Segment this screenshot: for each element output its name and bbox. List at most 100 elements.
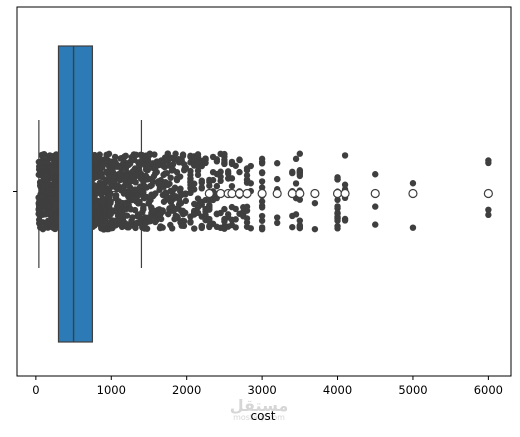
x-tick-label: 5000	[398, 383, 427, 397]
strip-point	[292, 180, 300, 187]
strip-point	[159, 224, 166, 231]
strip-point	[180, 222, 188, 230]
strip-point	[258, 212, 266, 220]
strip-point	[228, 175, 236, 182]
strip-point	[372, 171, 379, 178]
strip-point	[273, 219, 281, 227]
strip-point	[258, 217, 266, 224]
strip-point	[166, 180, 173, 187]
strip-point	[292, 155, 300, 163]
strip-point	[217, 168, 224, 175]
strip-point	[174, 214, 181, 222]
strip-point	[182, 164, 190, 171]
watermark-sub: mostaql.com	[233, 413, 285, 422]
strip-point	[44, 224, 52, 231]
strip-point	[485, 206, 492, 214]
strip-point	[221, 150, 228, 158]
strip-point	[191, 225, 198, 232]
strip-point	[171, 185, 178, 192]
flier-layer	[204, 188, 493, 199]
strip-point	[172, 150, 179, 157]
strip-point	[198, 177, 205, 184]
strip-point	[273, 160, 281, 167]
strip-point	[232, 216, 239, 223]
strip-point	[217, 173, 224, 180]
strip-point	[112, 222, 120, 229]
flier-point	[257, 188, 267, 199]
strip-point	[182, 190, 189, 197]
strip-point	[149, 178, 157, 185]
strip-point	[133, 151, 140, 159]
strip-point	[213, 182, 221, 190]
strip-point	[292, 211, 300, 218]
strip-point	[173, 169, 181, 176]
x-tick-label: 3000	[247, 383, 276, 397]
strip-point	[187, 218, 194, 225]
strip-point	[247, 162, 255, 170]
strip-point	[191, 186, 198, 193]
strip-point	[151, 151, 158, 158]
strip-point	[202, 159, 209, 167]
strip-point	[273, 214, 281, 221]
x-tick-label: 0	[32, 383, 39, 397]
flier-point	[216, 188, 226, 199]
strip-point	[180, 217, 188, 225]
strip-point	[198, 184, 205, 191]
watermark-main: مستقل	[230, 396, 289, 415]
strip-point	[129, 214, 136, 221]
strip-point	[296, 167, 304, 174]
strip-point	[176, 173, 184, 180]
strip-point	[221, 205, 228, 213]
x-axis: 0 1000 2000 3000 4000 5000 6000	[32, 376, 503, 397]
strip-point	[159, 207, 166, 214]
strip-point	[168, 225, 176, 232]
flier-point	[204, 188, 214, 199]
strip-point	[164, 194, 172, 201]
strip-point	[258, 155, 266, 163]
strip-point	[221, 160, 228, 168]
strip-point	[177, 199, 185, 207]
strip-point	[107, 198, 114, 205]
strip-point	[132, 179, 139, 186]
strip-point	[157, 215, 165, 223]
strip-point	[296, 196, 304, 203]
strip-point	[179, 151, 187, 158]
x-axis-label: cost	[251, 409, 276, 423]
strip-point	[224, 211, 232, 218]
strip-point	[296, 217, 304, 224]
strip-point	[167, 174, 174, 181]
flier-point	[370, 188, 380, 199]
strip-point	[289, 169, 296, 177]
strip-point	[289, 223, 296, 231]
strip-point	[236, 156, 243, 164]
strip-point	[206, 204, 213, 212]
strip-point	[206, 215, 213, 223]
strip-point	[258, 169, 266, 177]
strip-point	[163, 169, 171, 177]
strip-point	[182, 209, 189, 217]
flier-point	[408, 188, 418, 199]
strip-point	[105, 150, 113, 158]
flier-point	[287, 188, 297, 199]
strip-point	[258, 198, 266, 205]
strip-point	[273, 175, 281, 183]
strip-point	[296, 150, 304, 157]
strip-point	[341, 217, 349, 224]
strip-point	[243, 215, 251, 222]
flier-point	[310, 188, 320, 199]
strip-point	[334, 215, 341, 222]
strip-point	[311, 199, 319, 207]
flier-point	[272, 188, 282, 199]
strip-point	[228, 182, 236, 190]
strip-point	[409, 180, 417, 187]
strip-point	[123, 212, 131, 219]
strip-point	[236, 168, 243, 176]
strip-point	[232, 224, 239, 231]
strip-point	[485, 211, 492, 219]
strip-point	[334, 203, 341, 210]
strip-point	[147, 217, 154, 225]
flier-point	[295, 188, 305, 199]
strip-point	[107, 190, 114, 198]
strip-point	[334, 176, 341, 183]
